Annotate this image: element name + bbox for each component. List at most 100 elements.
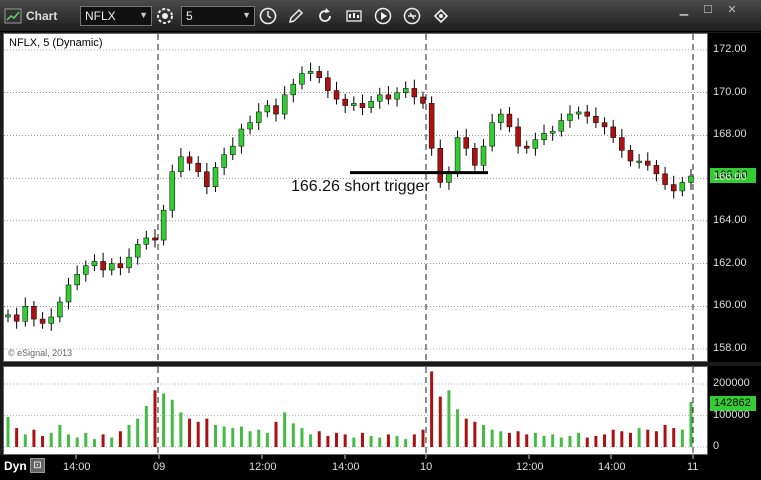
volume-bar — [577, 432, 581, 447]
volume-bar — [300, 428, 304, 447]
settings-button[interactable] — [155, 6, 175, 26]
volume-bar — [239, 426, 243, 447]
candle-body — [377, 94, 383, 102]
play-button[interactable] — [373, 6, 393, 26]
candle-body — [143, 237, 150, 245]
volume-bar — [585, 437, 589, 447]
volume-bar — [594, 435, 598, 447]
price-tick-label: 168.00 — [713, 128, 747, 141]
price-pane[interactable] — [3, 33, 708, 362]
link-button[interactable] — [402, 6, 422, 26]
volume-bar — [265, 432, 269, 447]
volume-tick-label: 200000 — [713, 377, 750, 389]
copyright-label: © eSignal, 2013 — [8, 348, 73, 358]
volume-bar — [32, 429, 36, 447]
volume-bar — [533, 432, 537, 447]
candle-body — [549, 130, 556, 134]
volume-bar — [395, 435, 399, 447]
dynamic-mode-label[interactable]: Dyn — [4, 459, 27, 473]
candle-body — [307, 71, 314, 74]
clock-icon — [259, 7, 277, 25]
volume-bar — [75, 437, 79, 447]
volume-bar — [680, 429, 684, 447]
candle-body — [454, 137, 461, 172]
candle-body — [117, 263, 124, 269]
interval-input[interactable]: 5 ▼ — [181, 6, 255, 26]
lock-icon[interactable]: ⊡ — [30, 458, 45, 473]
volume-bar — [153, 390, 157, 447]
volume-bar — [110, 437, 114, 447]
volume-bar — [482, 424, 486, 447]
candle-body — [83, 265, 89, 275]
volume-bar — [568, 435, 572, 447]
link-icon — [403, 7, 421, 25]
time-tick-label: 12:00 — [516, 461, 544, 473]
time-tick-label: 10 — [420, 461, 433, 473]
symbol-dropdown-icon[interactable]: ▼ — [139, 10, 148, 20]
candle-body — [169, 171, 176, 211]
clock-button[interactable] — [258, 6, 278, 26]
last-volume-tag: 142862 — [710, 396, 756, 411]
candle-body — [100, 261, 106, 271]
candle-body — [342, 98, 348, 106]
candle-body — [13, 314, 20, 322]
maximize-button[interactable]: ☐ — [700, 2, 716, 16]
candle-body — [91, 261, 98, 266]
refresh-icon — [319, 8, 331, 22]
volume-bar — [58, 424, 62, 447]
draw-button[interactable] — [286, 6, 306, 26]
price-axis[interactable] — [708, 33, 761, 362]
candle-body — [567, 113, 573, 121]
refresh-button[interactable] — [315, 6, 335, 26]
candle-body — [359, 103, 366, 108]
candle-body — [108, 263, 115, 271]
volume-bar — [205, 418, 209, 447]
volume-bar — [283, 412, 287, 447]
volume-bar — [663, 424, 667, 447]
time-tick-label: 12:00 — [249, 461, 277, 473]
volume-bar — [222, 426, 226, 447]
price-tick-label: 166.00 — [713, 171, 747, 184]
candle-body — [299, 73, 305, 85]
candle-body — [247, 122, 253, 130]
volume-bar — [672, 428, 676, 447]
volume-bar — [41, 435, 45, 447]
volume-bar — [464, 418, 468, 447]
candle-body — [273, 105, 279, 115]
volume-bar — [309, 434, 313, 447]
volume-bar — [127, 424, 131, 447]
symbol-input[interactable]: NFLX ▼ — [80, 6, 152, 26]
symbol-value: NFLX — [85, 9, 116, 23]
candle-body — [212, 167, 219, 187]
minimize-button[interactable]: ▁ — [676, 2, 692, 16]
candle-body — [290, 83, 297, 96]
volume-bar — [291, 423, 295, 447]
volume-bar — [490, 429, 494, 447]
time-axis[interactable] — [0, 455, 761, 480]
volume-bar — [559, 437, 563, 447]
candle-body — [411, 88, 418, 98]
interval-value: 5 — [186, 9, 193, 23]
volume-bar — [170, 399, 174, 447]
price-tick-label: 170.00 — [713, 85, 747, 98]
interval-dropdown-icon[interactable]: ▼ — [242, 10, 251, 20]
volume-bar — [421, 429, 425, 447]
time-tick-label: 14:00 — [332, 461, 360, 473]
volume-bar — [136, 418, 140, 447]
candle-body — [31, 306, 37, 320]
volume-bar — [343, 434, 347, 447]
volume-bar — [611, 429, 615, 447]
tools-button[interactable] — [431, 6, 451, 26]
close-button[interactable]: ✕ — [724, 2, 740, 16]
volume-bar — [516, 431, 520, 447]
study-button[interactable] — [344, 6, 364, 26]
last-price-tag: 166.10 — [710, 168, 756, 183]
volume-bar — [248, 431, 252, 447]
candle-body — [230, 145, 236, 155]
volume-bar — [67, 434, 71, 447]
candle-body — [134, 244, 141, 258]
volume-tick-label: 0 — [713, 440, 720, 452]
volume-bar — [15, 428, 19, 447]
volume-bar — [404, 439, 408, 447]
